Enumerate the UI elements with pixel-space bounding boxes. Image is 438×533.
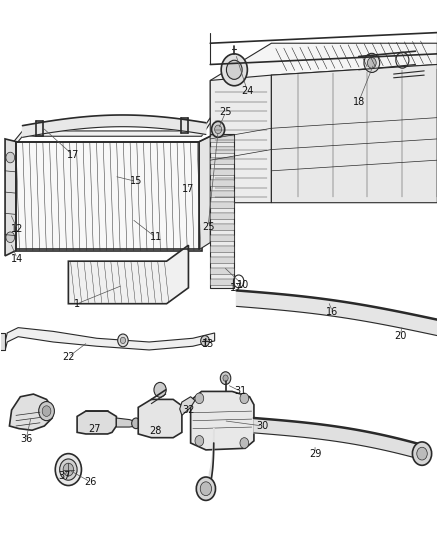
Text: 14: 14 [11, 254, 23, 263]
Circle shape [221, 54, 247, 86]
Circle shape [240, 438, 249, 448]
Circle shape [417, 447, 427, 460]
FancyBboxPatch shape [210, 180, 234, 187]
FancyBboxPatch shape [210, 235, 234, 241]
Text: 29: 29 [309, 449, 321, 458]
FancyBboxPatch shape [210, 147, 234, 154]
Text: 25: 25 [219, 107, 232, 117]
FancyBboxPatch shape [210, 158, 234, 164]
Text: 25: 25 [202, 222, 214, 232]
Polygon shape [138, 399, 182, 438]
Polygon shape [5, 328, 215, 351]
Polygon shape [14, 142, 201, 251]
Polygon shape [68, 245, 188, 304]
Text: 18: 18 [353, 96, 365, 107]
Circle shape [195, 393, 204, 403]
Circle shape [42, 406, 51, 416]
Circle shape [196, 477, 215, 500]
Polygon shape [272, 64, 437, 203]
FancyBboxPatch shape [210, 268, 234, 274]
Circle shape [367, 58, 376, 68]
FancyBboxPatch shape [210, 257, 234, 263]
Circle shape [195, 435, 204, 446]
Polygon shape [210, 134, 234, 288]
Polygon shape [14, 118, 210, 147]
Polygon shape [237, 290, 437, 336]
Text: 37: 37 [58, 472, 70, 481]
Text: 17: 17 [230, 283, 243, 293]
Circle shape [63, 463, 74, 476]
Circle shape [154, 382, 166, 397]
Text: 10: 10 [237, 280, 249, 290]
Circle shape [200, 482, 212, 496]
Text: 28: 28 [149, 426, 162, 437]
Polygon shape [180, 397, 195, 415]
Text: 24: 24 [241, 86, 254, 96]
FancyBboxPatch shape [210, 224, 234, 230]
Circle shape [39, 401, 54, 421]
Text: 16: 16 [326, 306, 339, 317]
Text: 27: 27 [88, 424, 101, 434]
Circle shape [364, 53, 380, 72]
FancyBboxPatch shape [210, 202, 234, 208]
FancyBboxPatch shape [210, 191, 234, 197]
Circle shape [413, 442, 431, 465]
Text: 20: 20 [394, 330, 406, 341]
Text: 17: 17 [182, 184, 194, 195]
Text: 26: 26 [84, 477, 96, 487]
Circle shape [6, 152, 14, 163]
Polygon shape [191, 391, 254, 450]
Polygon shape [210, 43, 437, 118]
Circle shape [215, 125, 222, 134]
Text: 1: 1 [74, 298, 80, 309]
Polygon shape [254, 418, 422, 459]
Circle shape [132, 418, 141, 429]
Circle shape [240, 393, 249, 403]
Text: 30: 30 [257, 421, 269, 431]
Text: 13: 13 [202, 338, 214, 349]
Polygon shape [77, 411, 117, 434]
Text: 31: 31 [235, 386, 247, 397]
FancyBboxPatch shape [210, 169, 234, 175]
Circle shape [55, 454, 81, 486]
Polygon shape [0, 333, 5, 351]
Polygon shape [209, 428, 214, 488]
Polygon shape [10, 394, 52, 430]
Polygon shape [117, 418, 136, 427]
FancyBboxPatch shape [210, 213, 234, 220]
Polygon shape [5, 139, 16, 256]
Polygon shape [210, 75, 272, 203]
Circle shape [118, 334, 128, 347]
Text: 17: 17 [67, 150, 79, 160]
Circle shape [60, 459, 77, 480]
Circle shape [120, 337, 126, 344]
Circle shape [212, 122, 225, 138]
Text: 36: 36 [20, 434, 32, 445]
Text: 11: 11 [149, 232, 162, 243]
Circle shape [201, 336, 209, 346]
FancyBboxPatch shape [210, 136, 234, 142]
Text: 22: 22 [62, 352, 74, 362]
Circle shape [220, 372, 231, 384]
Polygon shape [199, 136, 210, 249]
FancyBboxPatch shape [210, 279, 234, 286]
Text: 32: 32 [182, 405, 194, 415]
FancyBboxPatch shape [210, 246, 234, 253]
Circle shape [226, 60, 242, 79]
Polygon shape [22, 115, 206, 138]
Circle shape [223, 375, 228, 381]
Circle shape [6, 232, 14, 243]
Text: 15: 15 [130, 176, 142, 187]
Text: 12: 12 [11, 224, 24, 235]
